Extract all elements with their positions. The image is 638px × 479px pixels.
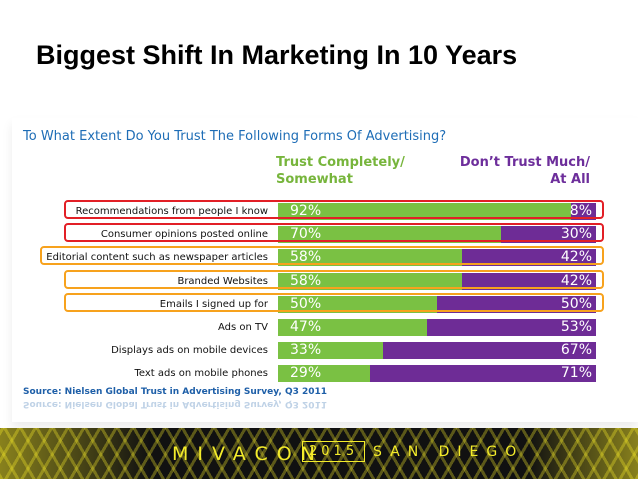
category-label: Recommendations from people I know bbox=[75, 206, 268, 217]
distrust-value-label: 42% bbox=[560, 272, 592, 289]
trust-bar: 58% bbox=[278, 249, 462, 267]
trust-header-text: Trust Completely/ Somewhat bbox=[276, 155, 405, 187]
chart-row: Branded Websites 58% 42% bbox=[0, 269, 638, 291]
source-note: Source: Nielsen Global Trust in Advertis… bbox=[23, 387, 328, 397]
slide-title: Biggest Shift In Marketing In 10 Years bbox=[36, 40, 518, 70]
category-label: Editorial content such as newspaper arti… bbox=[46, 252, 268, 264]
trust-value-label: 33% bbox=[290, 342, 322, 359]
chart-row: Editorial content such as newspaper arti… bbox=[0, 246, 638, 267]
distrust-bar: 67% bbox=[383, 342, 596, 360]
trust-bar: 58% bbox=[278, 272, 462, 290]
footer-banner: MIVACON 2015 SAN DIEGO bbox=[0, 428, 638, 479]
chart-row: Displays ads on mobile devices 33% 67% bbox=[0, 341, 638, 360]
distrust-bar: 50% bbox=[437, 295, 596, 313]
trust-bar: 92% bbox=[278, 203, 571, 220]
stacked-bar: 58% 42% bbox=[278, 249, 596, 267]
category-label: Branded Websites bbox=[177, 275, 268, 287]
distrust-value-label: 42% bbox=[560, 249, 592, 266]
stacked-bar: 33% 67% bbox=[278, 342, 596, 360]
trust-bar: 29% bbox=[278, 365, 370, 383]
trust-value-label: 50% bbox=[290, 295, 322, 312]
trust-bar: 50% bbox=[278, 295, 437, 313]
footer-glow-right bbox=[528, 428, 638, 479]
footer-brand: MIVACON bbox=[172, 443, 324, 465]
distrust-value-label: 50% bbox=[560, 295, 592, 312]
trust-value-label: 70% bbox=[290, 226, 322, 243]
chart-row: Emails I signed up for 50% 50% bbox=[0, 292, 638, 314]
stacked-bar: 47% 53% bbox=[278, 319, 596, 336]
trust-value-label: 29% bbox=[290, 365, 322, 382]
distrust-value-label: 71% bbox=[560, 365, 592, 382]
category-label: Displays ads on mobile devices bbox=[111, 345, 268, 357]
category-label: Ads on TV bbox=[218, 322, 268, 333]
distrust-bar: 30% bbox=[501, 226, 596, 244]
trust-header: Trust Completely/ Somewhat bbox=[276, 154, 416, 188]
footer-city: SAN DIEGO bbox=[373, 444, 525, 460]
distrust-bar: 53% bbox=[427, 319, 596, 336]
trust-bar: 47% bbox=[278, 319, 427, 336]
distrust-value-label: 8% bbox=[569, 203, 592, 219]
distrust-bar: 42% bbox=[462, 249, 596, 267]
distrust-value-label: 53% bbox=[560, 319, 592, 335]
distrust-header-text: Don’t Trust Much/ At All bbox=[459, 155, 590, 187]
category-label: Emails I signed up for bbox=[159, 298, 268, 310]
trust-value-label: 58% bbox=[290, 249, 322, 266]
chart-title: To What Extent Do You Trust The Followin… bbox=[23, 129, 447, 144]
chart-row: Text ads on mobile phones 29% 71% bbox=[0, 364, 638, 383]
trust-value-label: 92% bbox=[290, 203, 322, 219]
stacked-bar: 29% 71% bbox=[278, 365, 596, 383]
footer-year: 2015 bbox=[302, 441, 366, 462]
chart-row: Ads on TV 47% 53% bbox=[0, 318, 638, 337]
distrust-value-label: 67% bbox=[560, 342, 592, 359]
category-label: Consumer opinions posted online bbox=[100, 229, 268, 241]
trust-bar: 33% bbox=[278, 342, 383, 360]
distrust-bar: 71% bbox=[370, 365, 596, 383]
stacked-bar: 50% 50% bbox=[278, 295, 596, 313]
stacked-bar: 70% 30% bbox=[278, 226, 596, 244]
trust-value-label: 47% bbox=[290, 319, 322, 335]
stacked-bar: 58% 42% bbox=[278, 272, 596, 290]
chart-row: Consumer opinions posted online 70% 30% bbox=[0, 223, 638, 244]
stacked-bar: 92% 8% bbox=[278, 203, 596, 220]
source-reflection: Source: Nielsen Global Trust in Advertis… bbox=[23, 399, 328, 409]
distrust-bar: 42% bbox=[462, 272, 596, 290]
distrust-bar: 8% bbox=[569, 203, 596, 220]
chart-row: Recommendations from people I know 92% 8% bbox=[0, 200, 638, 221]
trust-value-label: 58% bbox=[290, 272, 322, 289]
trust-bar: 70% bbox=[278, 226, 501, 244]
footer-glow-left bbox=[0, 428, 150, 479]
distrust-header: Don’t Trust Much/ At All bbox=[450, 154, 590, 188]
distrust-value-label: 30% bbox=[560, 226, 592, 243]
category-label: Text ads on mobile phones bbox=[134, 368, 268, 380]
